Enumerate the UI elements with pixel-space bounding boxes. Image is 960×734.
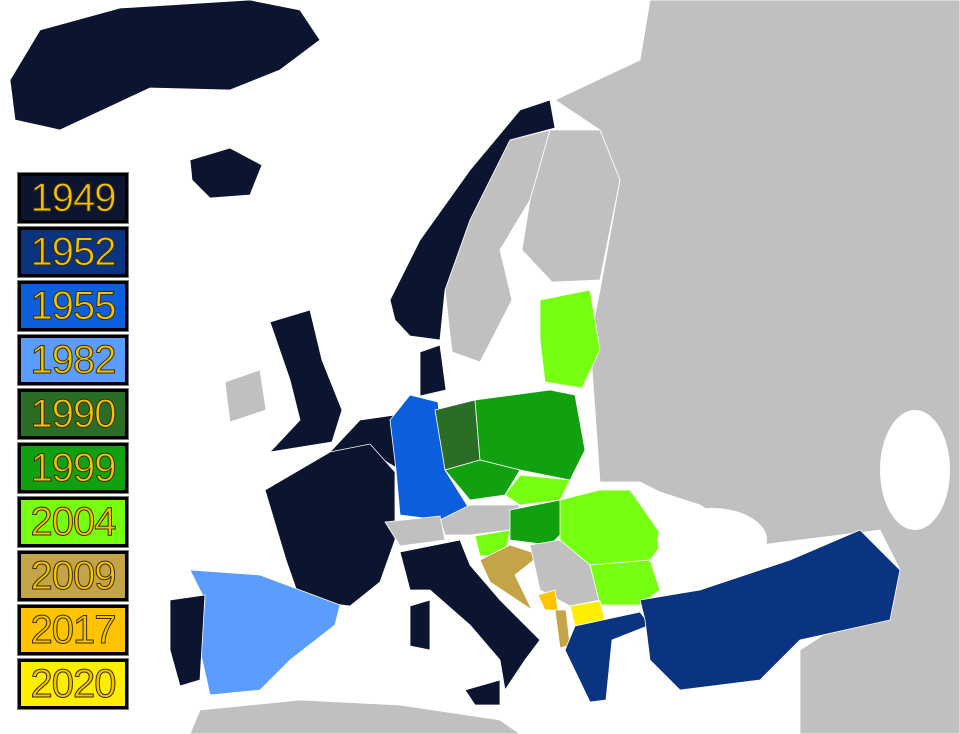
country-czechia (444, 459, 521, 501)
country-sicily (464, 679, 501, 706)
legend-item-2017: 2017 (17, 604, 129, 656)
country-north-africa (189, 699, 521, 734)
legend-label: 2017 (30, 607, 117, 652)
legend-item-1990: 1990 (17, 388, 129, 440)
country-portugal (169, 594, 206, 687)
legend-label: 1955 (30, 283, 117, 328)
legend-label: 2020 (30, 661, 117, 706)
legend: 1949 1952 1955 1982 1990 1999 2004 2009 … (17, 172, 129, 713)
legend-label: 1990 (30, 391, 117, 436)
country-albania (554, 609, 571, 649)
country-united-kingdom (268, 309, 343, 453)
legend-label: 1949 (30, 175, 117, 220)
country-greenland (9, 0, 321, 131)
legend-item-2004: 2004 (17, 496, 129, 548)
country-romania (559, 489, 666, 566)
country-russia-east (554, 0, 960, 734)
legend-item-1999: 1999 (17, 442, 129, 494)
country-croatia (479, 544, 541, 612)
country-sardinia (409, 599, 431, 651)
country-slovakia (504, 474, 571, 506)
legend-label: 1952 (30, 229, 117, 274)
country-iceland (189, 147, 263, 199)
legend-item-2009: 2009 (17, 550, 129, 602)
legend-item-1982: 1982 (17, 334, 129, 386)
country-bulgaria (589, 559, 661, 606)
country-switzerland (384, 515, 446, 547)
legend-label: 1982 (30, 337, 117, 382)
country-ireland (224, 369, 267, 423)
country-turkey (639, 529, 901, 691)
legend-label: 2004 (30, 499, 117, 544)
country-italy (399, 539, 541, 692)
caspian-sea (880, 410, 950, 530)
country-montenegro (537, 589, 559, 611)
legend-item-1952: 1952 (17, 226, 129, 278)
black-sea (657, 508, 767, 572)
legend-item-2020: 2020 (17, 658, 129, 710)
country-greece (564, 611, 651, 703)
legend-label: 2009 (30, 553, 117, 598)
legend-item-1955: 1955 (17, 280, 129, 332)
legend-item-1949: 1949 (17, 172, 129, 224)
legend-label: 1999 (30, 445, 117, 490)
country-baltics (539, 289, 601, 389)
country-france (264, 443, 396, 607)
country-norway (389, 99, 556, 341)
country-finland (521, 129, 621, 283)
country-denmark (419, 344, 447, 397)
